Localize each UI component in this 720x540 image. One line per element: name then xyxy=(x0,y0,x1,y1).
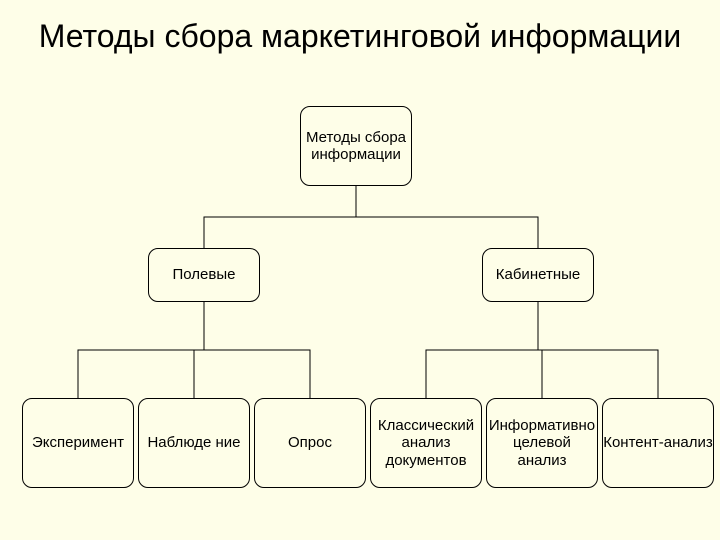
page-title: Методы сбора маркетинговой информации xyxy=(0,18,720,55)
edge-field-exp xyxy=(78,302,204,398)
edge-desk-class xyxy=(426,302,538,398)
edge-desk-info xyxy=(538,302,542,398)
node-cont: Контент-анализ xyxy=(602,398,714,488)
node-root: Методы сбора информа­ции xyxy=(300,106,412,186)
edge-field-poll xyxy=(204,302,310,398)
node-exp: Экспери­мент xyxy=(22,398,134,488)
edge-field-obs xyxy=(194,302,204,398)
edge-desk-cont xyxy=(538,302,658,398)
edge-root-field xyxy=(204,186,356,248)
node-desk: Кабинет­ные xyxy=(482,248,594,302)
node-field: Полевые xyxy=(148,248,260,302)
node-obs: Наблюде ние xyxy=(138,398,250,488)
node-info: Информа­тивно целевой анализ xyxy=(486,398,598,488)
node-poll: Опрос xyxy=(254,398,366,488)
edge-root-desk xyxy=(356,186,538,248)
node-class: Классичес­кий анализ документов xyxy=(370,398,482,488)
